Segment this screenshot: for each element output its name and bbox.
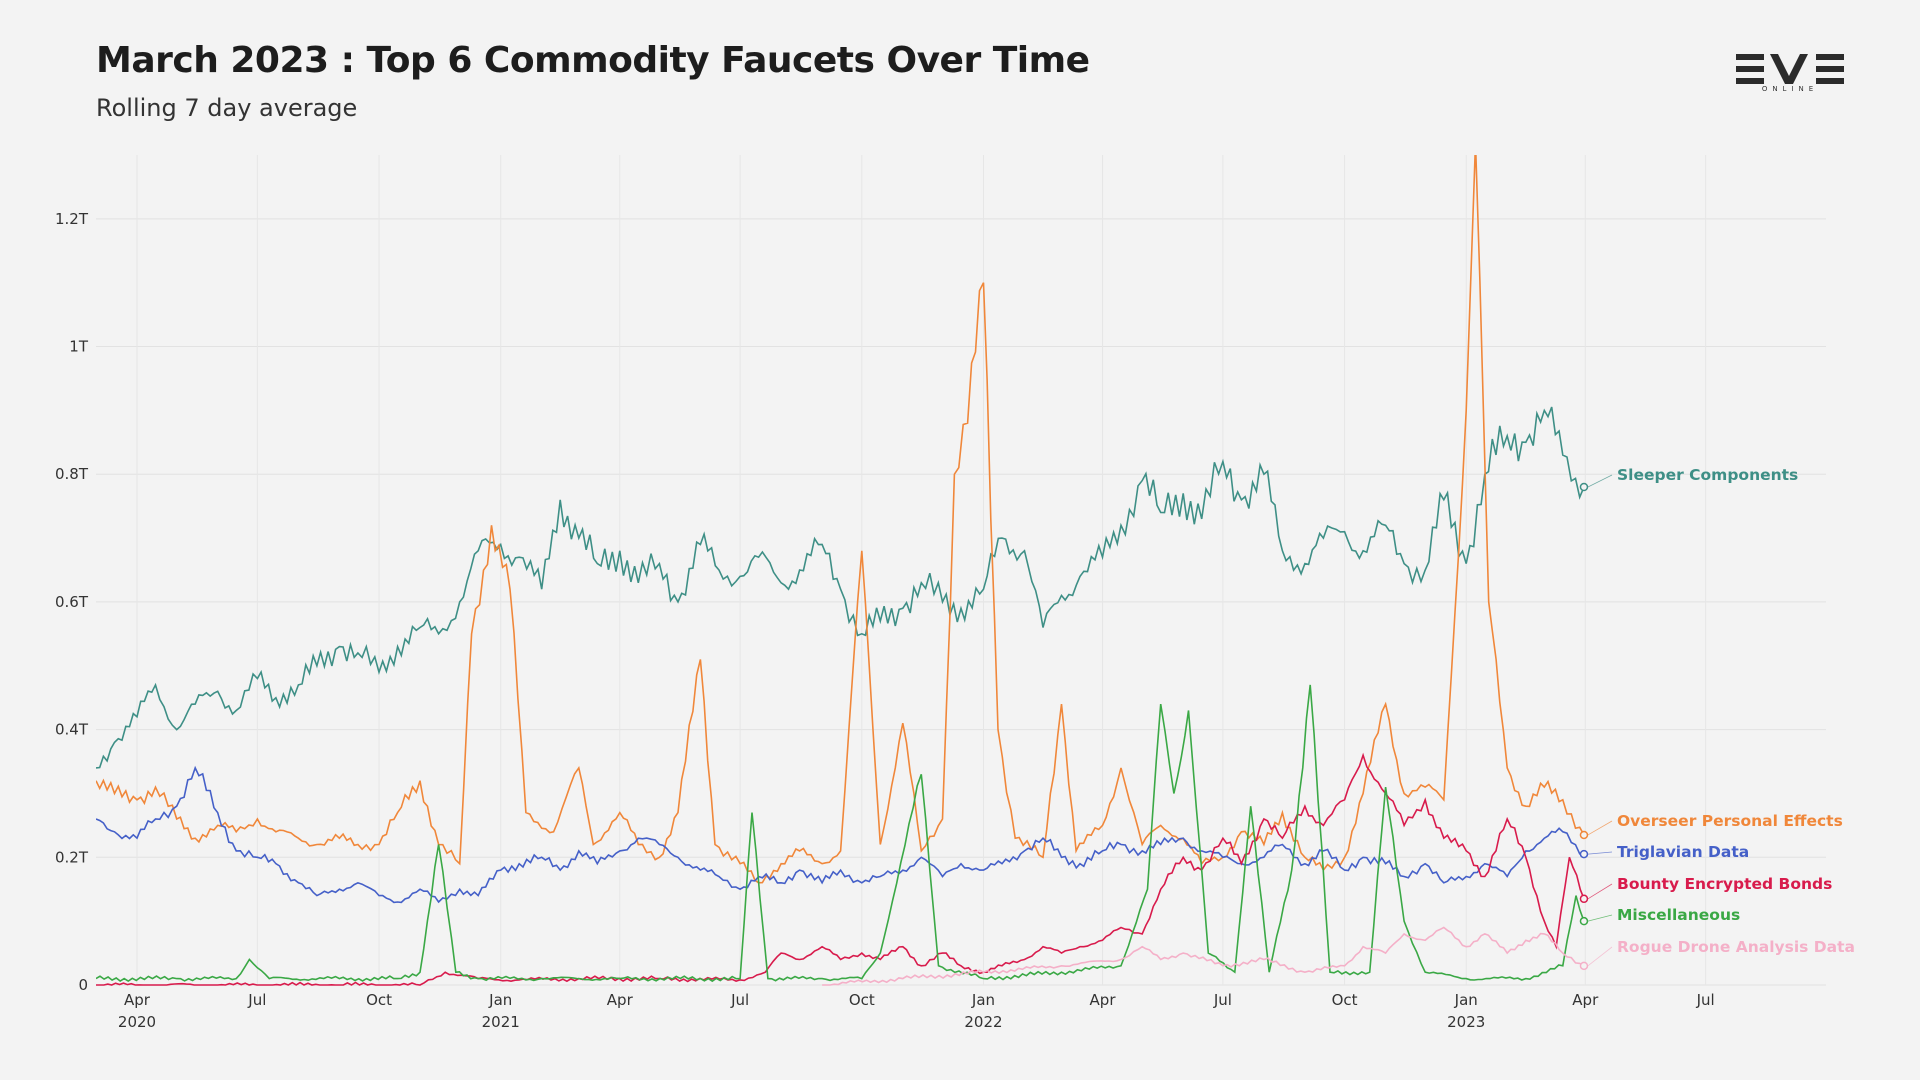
x-tick-label: Jul — [247, 991, 266, 1009]
label-connector — [1587, 820, 1613, 836]
y-tick-label: 1T — [69, 338, 89, 356]
y-tick-label: 1.2T — [55, 210, 89, 228]
x-tick-label: Oct — [366, 991, 392, 1009]
chart-subtitle: Rolling 7 day average — [96, 94, 358, 122]
x-tick-label: Jul — [1696, 991, 1715, 1009]
series-end-marker — [1579, 482, 1589, 492]
series-end-marker — [1579, 830, 1589, 840]
series-label: Triglavian Data — [1617, 843, 1749, 861]
label-connector — [1587, 946, 1613, 967]
label-connector — [1587, 914, 1613, 922]
series-end-marker — [1579, 894, 1589, 904]
series-end-marker — [1579, 916, 1589, 926]
y-tick-label: 0.6T — [55, 593, 89, 611]
series-label: Miscellaneous — [1617, 906, 1740, 924]
x-tick-label: Oct — [849, 991, 875, 1009]
x-tick-year-label: 2023 — [1447, 1013, 1485, 1031]
label-connector — [1587, 883, 1613, 900]
x-tick-label: Jul — [1213, 991, 1232, 1009]
series-line — [822, 926, 1585, 986]
x-tick-year-label: 2020 — [118, 1013, 156, 1031]
series-label: Bounty Encrypted Bonds — [1617, 875, 1832, 893]
y-tick-label: 0 — [78, 976, 88, 994]
x-tick-year-label: 2021 — [482, 1013, 520, 1031]
series-line — [96, 765, 1585, 904]
y-tick-label: 0.4T — [55, 721, 89, 739]
x-tick-label: Jan — [971, 991, 995, 1009]
series-line — [96, 406, 1585, 769]
label-connector — [1587, 851, 1613, 855]
x-tick-label: Apr — [124, 991, 151, 1009]
series-line — [96, 155, 1585, 884]
y-tick-label: 0.2T — [55, 848, 89, 866]
series-label: Rogue Drone Analysis Data — [1617, 938, 1855, 956]
eve-online-logo — [1736, 54, 1844, 84]
y-tick-label: 0.8T — [55, 465, 89, 483]
x-tick-label: Jul — [730, 991, 749, 1009]
series-line — [96, 752, 1585, 986]
series-end-marker — [1579, 961, 1589, 971]
x-tick-label: Oct — [1332, 991, 1358, 1009]
logo-subtext: ONLINE — [1761, 85, 1819, 93]
series-label: Overseer Personal Effects — [1617, 812, 1843, 830]
series-label: Sleeper Components — [1617, 466, 1798, 484]
x-tick-label: Jan — [1454, 991, 1478, 1009]
label-connector — [1587, 474, 1613, 488]
x-tick-label: Apr — [1572, 991, 1599, 1009]
x-tick-label: Jan — [488, 991, 512, 1009]
series-end-marker — [1579, 849, 1589, 859]
x-tick-label: Apr — [607, 991, 634, 1009]
chart-title: March 2023 : Top 6 Commodity Faucets Ove… — [96, 40, 1090, 81]
series-line — [96, 684, 1585, 983]
x-tick-label: Apr — [1090, 991, 1117, 1009]
x-tick-year-label: 2022 — [964, 1013, 1002, 1031]
